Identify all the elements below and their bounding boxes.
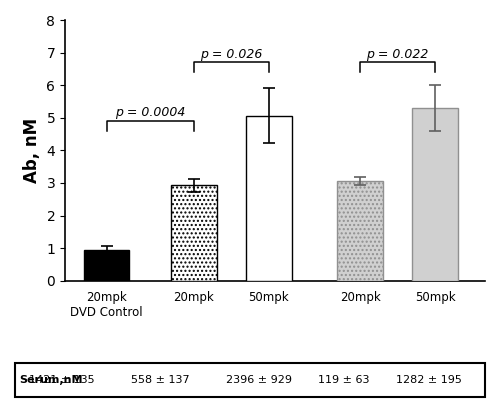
Bar: [246, 115, 292, 281]
Text: 1282 ± 195: 1282 ± 195: [396, 375, 462, 385]
Text: 558 ± 137: 558 ± 137: [132, 375, 190, 385]
Text: p = 0.022: p = 0.022: [366, 48, 429, 61]
Y-axis label: Ab, nM: Ab, nM: [23, 118, 41, 183]
Bar: [338, 181, 383, 281]
Bar: [84, 250, 130, 281]
Text: Serum,nM: Serum,nM: [20, 375, 83, 385]
Bar: [171, 185, 217, 281]
Text: 2396 ± 929: 2396 ± 929: [226, 375, 292, 385]
Bar: [412, 108, 458, 281]
Text: p = 0.026: p = 0.026: [200, 48, 262, 61]
Text: 1421 ± 135: 1421 ± 135: [29, 375, 95, 385]
Text: p = 0.0004: p = 0.0004: [115, 106, 186, 119]
Text: 119 ± 63: 119 ± 63: [318, 375, 370, 385]
